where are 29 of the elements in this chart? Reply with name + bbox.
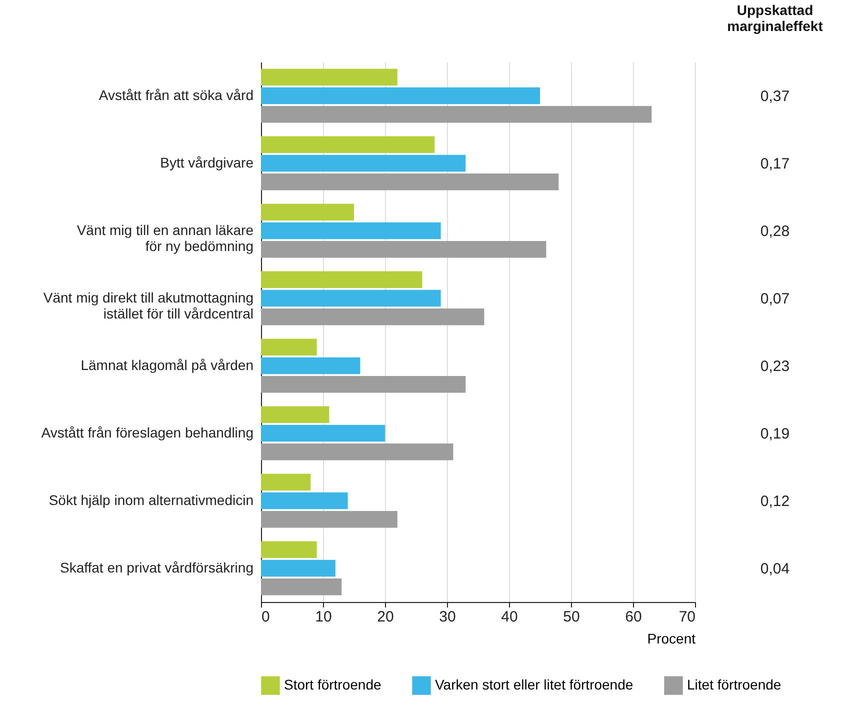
y-tick-label: Avstått från föreslagen behandling [41,424,254,440]
x-tick-label: 10 [315,608,332,626]
y-tick-label: Vänt mig direkt till akutmottagning istället för till vårdcentral [43,289,254,322]
text: 0,07 [760,290,790,308]
y-tick-label: Lämnat klagomål på vården [80,356,254,373]
legend-label: Stort förtroende [284,676,382,693]
text: 0,12 [760,492,790,510]
x-tick-label: 50 [563,608,580,626]
x-tick-label: 20 [377,608,394,626]
x-tick-label: 40 [501,608,518,626]
y-tick-label: Sökt hjälp inom alternativmedicin [48,492,254,508]
y-tick-label: Vänt mig till en annan läkare för ny bedömning [76,222,254,254]
x-tick-label: 0 [262,608,270,626]
text: 0,37 [760,88,790,105]
y-tick-label: Skaffat en privat vårdförsäkring [60,559,254,576]
text: 0,28 [760,222,790,240]
text: 0,17 [760,155,790,172]
text: 0,19 [760,425,790,442]
x-tick-label: 70 [678,608,696,626]
text: 0,23 [760,358,790,375]
text: 0,04 [760,560,790,578]
text: Uppskattad marginaleffekt [727,2,824,34]
x-axis-title: Procent [647,630,696,646]
legend-label: Litet förtroende [687,676,782,693]
y-tick-label: Bytt vårdgivare [160,154,254,170]
x-tick-label: 60 [625,608,642,626]
y-tick-label: Avstått från att söka vård [98,86,254,103]
legend-label: Varken stort eller litet förtroende [435,676,634,693]
x-tick-label: 30 [439,608,456,626]
